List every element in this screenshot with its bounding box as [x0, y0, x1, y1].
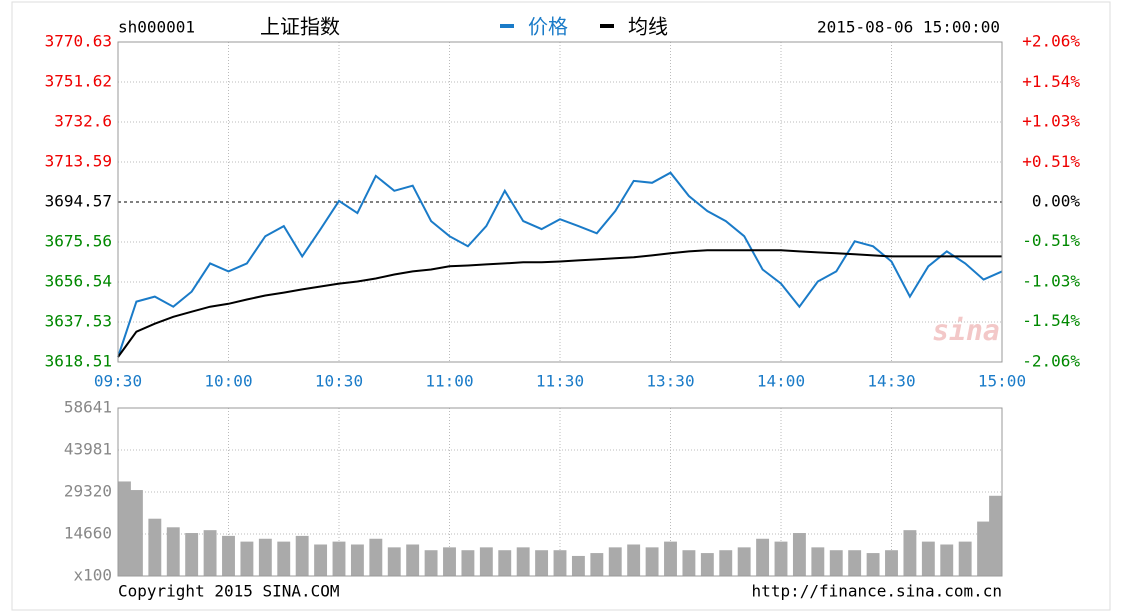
volume-bar: [406, 544, 420, 576]
x-tick-label: 14:00: [757, 372, 805, 391]
y2-tick-label: -1.03%: [1022, 272, 1080, 291]
volume-bar: [811, 547, 825, 576]
footer-left: Copyright 2015 SINA.COM: [118, 582, 340, 601]
y-tick-label: 3637.53: [45, 311, 112, 330]
volume-bar: [240, 541, 254, 576]
volume-bar: [258, 538, 272, 576]
y2-tick-label: -2.06%: [1022, 352, 1080, 371]
volume-bar: [719, 550, 733, 576]
volume-bar: [516, 547, 530, 576]
plot-frame: [117, 407, 1003, 577]
x-tick-label: 09:30: [94, 372, 142, 391]
y-tick-label: 3618.51: [45, 352, 112, 371]
y-tick-label: 3732.6: [54, 112, 112, 131]
y2-tick-label: 0.00%: [1032, 192, 1081, 211]
legend-swatch: [500, 24, 514, 28]
x-tick-label: 11:00: [425, 372, 473, 391]
volume-bar: [608, 547, 622, 576]
volume-bar: [553, 550, 567, 576]
watermark: sina: [932, 314, 999, 347]
volume-bar: [627, 544, 641, 576]
volume-bar: [885, 550, 898, 576]
volume-bar: [774, 541, 788, 576]
volume-bar: [369, 538, 383, 576]
outer-frame: [11, 1, 1111, 611]
volume-bar: [222, 535, 235, 576]
volume-bar: [903, 530, 917, 576]
legend-label: 价格: [528, 15, 568, 39]
volume-bar: [866, 553, 880, 576]
volume-bar: [571, 555, 585, 576]
volume-bar: [498, 550, 512, 576]
series-line: [117, 171, 1003, 358]
volume-bar: [479, 547, 493, 576]
volume-bar: [166, 527, 180, 576]
x-tick-label: 11:30: [536, 372, 584, 391]
volume-bar: [737, 547, 751, 576]
volume-bar: [977, 521, 991, 576]
volume-bar: [958, 541, 972, 576]
y2-tick-label: +0.51%: [1022, 152, 1080, 171]
stock-code: sh000001: [118, 18, 195, 37]
volume-bar: [848, 550, 862, 576]
volume-bar: [387, 547, 401, 576]
volume-bar: [756, 538, 770, 576]
legend-swatch: [600, 24, 614, 28]
y-tick-label: 3751.62: [45, 71, 112, 90]
volume-bar: [700, 553, 714, 576]
volume-bar: [664, 541, 677, 576]
volume-bar: [989, 495, 1002, 576]
volume-bar: [185, 533, 199, 576]
volume-bar: [921, 541, 935, 576]
volume-bar: [203, 530, 217, 576]
volume-bar: [148, 518, 162, 576]
y2-tick-label: -0.51%: [1022, 231, 1080, 250]
y-tick-label: 3694.57: [45, 192, 112, 211]
x-tick-label: 14:30: [867, 372, 915, 391]
y-tick-label: 29320: [64, 482, 112, 501]
y-tick-label: 3770.63: [45, 32, 112, 51]
y-tick-label: 14660: [64, 524, 112, 543]
series-line: [117, 249, 1002, 358]
volume-bar: [332, 541, 346, 576]
volume-bar: [277, 541, 291, 576]
y2-tick-label: -1.54%: [1022, 311, 1080, 330]
x-tick-label: 13:30: [646, 372, 694, 391]
volume-bar: [350, 544, 364, 576]
volume-bar: [129, 490, 143, 576]
y-tick-label: 3675.56: [45, 231, 112, 250]
volume-bar: [295, 535, 309, 576]
volume-bar: [118, 481, 131, 576]
legend-label: 均线: [628, 15, 668, 39]
volume-bar: [940, 544, 954, 576]
y-tick-label: x100: [73, 566, 112, 585]
y-tick-label: 3656.54: [45, 272, 112, 291]
volume-bar: [829, 550, 843, 576]
x-tick-label: 10:30: [315, 372, 363, 391]
plot-frame: [117, 41, 1003, 363]
datetime: 2015-08-06 15:00:00: [817, 18, 1000, 37]
chart-title: 上证指数: [260, 15, 340, 39]
x-tick-label: 15:00: [978, 372, 1026, 391]
volume-bar: [314, 544, 328, 576]
volume-bar: [424, 550, 438, 576]
footer-right: http://finance.sina.com.cn: [752, 582, 1002, 601]
volume-bar: [645, 547, 659, 576]
y-tick-label: 3713.59: [45, 151, 112, 170]
volume-bar: [682, 550, 696, 576]
volume-bar: [461, 550, 475, 576]
y2-tick-label: +1.03%: [1022, 112, 1080, 131]
x-tick-label: 10:00: [204, 372, 252, 391]
y-tick-label: 58641: [64, 398, 112, 417]
y2-tick-label: +2.06%: [1022, 32, 1080, 51]
volume-bar: [443, 547, 456, 576]
y2-tick-label: +1.54%: [1022, 72, 1080, 91]
volume-bar: [792, 533, 806, 576]
volume-bar: [535, 550, 549, 576]
volume-bar: [590, 553, 604, 576]
y-tick-label: 43981: [64, 439, 112, 458]
